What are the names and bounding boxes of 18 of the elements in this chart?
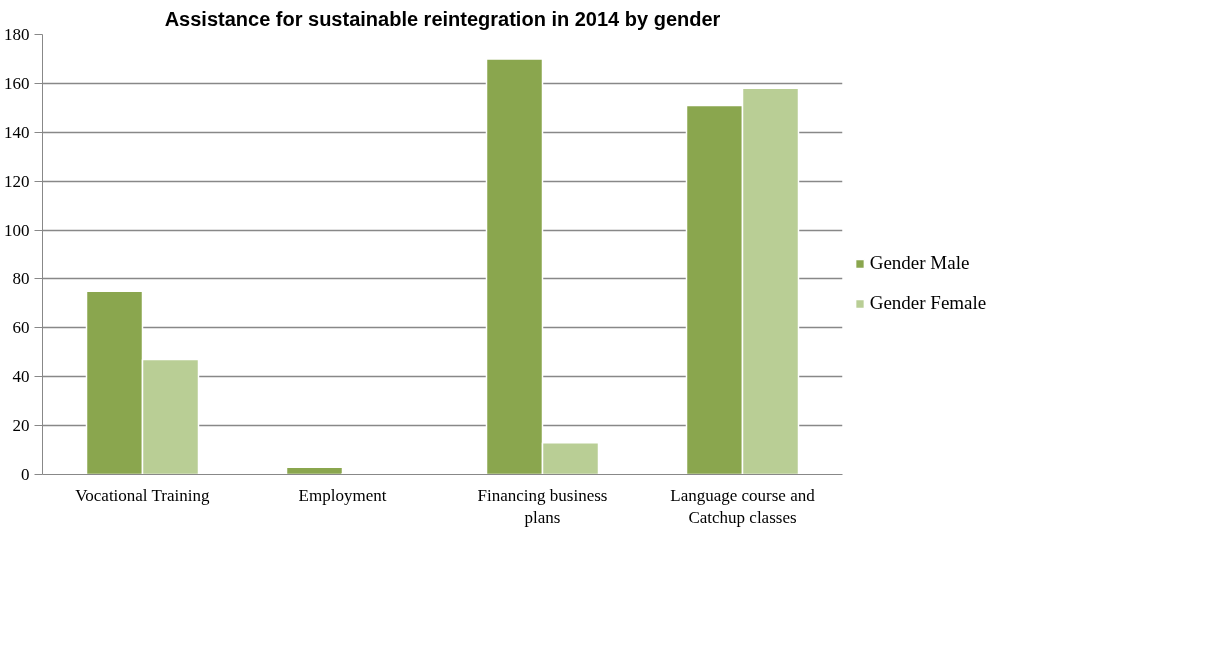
y-tick-label: 80 [12,269,30,289]
y-tick-label: 20 [12,416,30,436]
y-tick-label: 40 [12,367,30,387]
y-tick-label: 160 [4,73,30,93]
x-tick-label: Financing business plans [477,485,608,528]
x-tick-label: Language course and Catchup classes [670,485,816,528]
x-tick-label: Employment [298,485,387,505]
legend-label: Gender Female [869,292,987,314]
chart-title: Assistance for sustainable reintegration in 2014 by gender [164,7,721,30]
bar [285,466,344,475]
y-tick-label: 60 [12,318,30,338]
y-tick-label: 120 [4,171,30,191]
legend-label: Gender Male [869,252,970,274]
y-tick-label: 100 [4,220,30,240]
y-tick-label: 0 [21,465,30,484]
x-tick-label: Vocational Training [75,485,210,505]
y-tick-label: 180 [4,25,30,44]
y-tick-label: 140 [4,122,30,142]
